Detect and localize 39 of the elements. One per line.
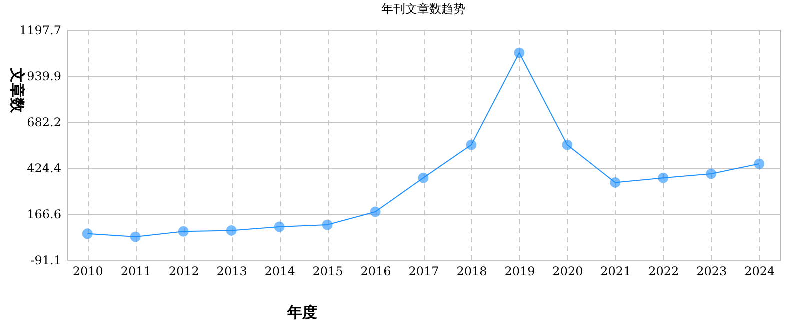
x-tick-label: 2018 (456, 264, 488, 278)
point (370, 206, 381, 218)
x-tick-label: 2012 (168, 264, 200, 278)
x-tick-label: 2014 (264, 264, 296, 278)
x-tick-label: 2020 (552, 264, 584, 278)
point (562, 140, 573, 150)
x-tick-label: 2015 (312, 264, 344, 278)
point (658, 172, 669, 184)
point (322, 220, 333, 230)
x-tick-label: 2010 (72, 264, 104, 278)
point (754, 158, 765, 170)
x-tick-label: 2022 (648, 264, 680, 278)
chart-title: 年刊文章数趋势 (382, 2, 466, 16)
point (178, 226, 189, 237)
point (466, 140, 477, 150)
point (274, 222, 285, 232)
x-tick-label: 2023 (696, 264, 728, 278)
y-tick-label: 1197.7 (20, 24, 62, 38)
point (610, 177, 621, 188)
y-tick-label: -91.1 (30, 254, 62, 268)
point (130, 232, 141, 242)
y-tick-label: 166.6 (27, 208, 62, 222)
x-tick-label: 2021 (600, 264, 632, 278)
point (418, 172, 429, 184)
y-tick-label: 424.4 (27, 162, 62, 176)
x-tick-label: 2016 (360, 264, 392, 278)
y-axis-title: 文章数 (8, 67, 26, 114)
x-tick-label: 2019 (504, 264, 536, 278)
x-tick-label: 2024 (744, 264, 776, 278)
y-tick-label: 682.2 (27, 115, 62, 130)
y-tick-label: 939.9 (27, 70, 62, 84)
point (706, 168, 717, 180)
point (514, 48, 525, 58)
x-tick-label: 2013 (216, 264, 248, 278)
point (226, 225, 237, 236)
x-tick-label: 2011 (120, 264, 152, 278)
point (82, 228, 93, 240)
x-tick-label: 2017 (408, 264, 440, 278)
x-axis-title: 年度 (286, 304, 318, 322)
